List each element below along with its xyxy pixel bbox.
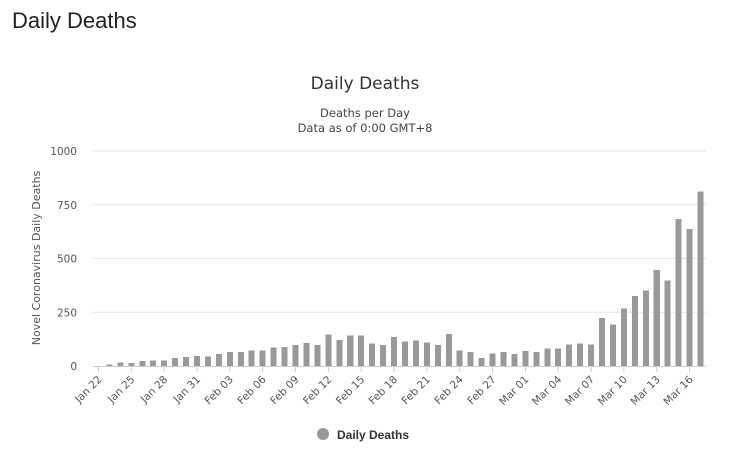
x-tick-label: Mar 13 — [629, 374, 663, 408]
bar[interactable] — [686, 229, 693, 366]
chart-subtitle-line-2: Data as of 0:00 GMT+8 — [298, 121, 433, 135]
y-tick-label: 500 — [57, 254, 77, 266]
bar[interactable] — [401, 341, 408, 366]
bar[interactable] — [588, 344, 595, 366]
x-tick-label: Mar 07 — [563, 374, 597, 408]
bar[interactable] — [248, 350, 255, 366]
bar[interactable] — [161, 360, 168, 366]
bar[interactable] — [456, 350, 463, 366]
bar[interactable] — [511, 353, 518, 366]
bar[interactable] — [620, 308, 627, 366]
bar[interactable] — [642, 290, 649, 366]
y-tick-label: 250 — [57, 307, 77, 319]
bar[interactable] — [697, 191, 704, 366]
bar[interactable] — [577, 343, 584, 366]
page-heading: Daily Deaths — [12, 8, 137, 33]
y-tick-label: 1000 — [50, 146, 77, 158]
bar[interactable] — [358, 335, 365, 366]
legend[interactable]: Daily Deaths — [317, 428, 409, 442]
bar[interactable] — [599, 318, 606, 366]
x-axis-ticks: Jan 22 Jan 25 Jan 28 Jan 31 Feb 03 Feb 06 Feb … — [72, 366, 696, 408]
x-tick-label: Feb 18 — [367, 374, 400, 407]
bar[interactable] — [303, 342, 310, 366]
bar[interactable] — [423, 342, 430, 366]
bar[interactable] — [566, 344, 573, 366]
bar[interactable] — [369, 343, 376, 366]
bar[interactable] — [544, 348, 551, 366]
bar[interactable] — [117, 362, 124, 366]
bar[interactable] — [259, 350, 266, 366]
chart-title: Daily Deaths — [311, 74, 420, 94]
bar[interactable] — [226, 352, 233, 366]
x-tick-label: Feb 21 — [400, 374, 433, 407]
gridlines — [93, 150, 706, 313]
x-tick-label: Jan 28 — [138, 374, 170, 406]
bar[interactable] — [391, 336, 398, 366]
x-tick-label: Mar 16 — [661, 373, 696, 408]
bar[interactable] — [675, 219, 682, 366]
chart-subtitle-line-1: Deaths per Day — [320, 106, 410, 120]
bar[interactable] — [434, 345, 441, 366]
bar[interactable] — [609, 324, 616, 366]
bar[interactable] — [347, 335, 354, 366]
y-tick-label: 750 — [57, 200, 77, 212]
bar[interactable] — [489, 353, 496, 366]
x-tick-label: Feb 24 — [432, 373, 466, 407]
x-tick-label: Feb 15 — [334, 374, 367, 407]
y-axis-ticks: 0 250 500 750 1000 — [50, 146, 77, 373]
bar[interactable] — [183, 356, 190, 366]
bar[interactable] — [204, 356, 211, 366]
bar[interactable] — [631, 295, 638, 366]
bar[interactable] — [281, 346, 288, 366]
bar[interactable] — [128, 362, 135, 366]
bar[interactable] — [533, 352, 540, 366]
bar[interactable] — [555, 348, 562, 366]
y-tick-label: 0 — [70, 361, 77, 373]
x-tick-label: Feb 03 — [203, 374, 236, 407]
x-tick-label: Jan 22 — [72, 374, 104, 406]
bars — [106, 191, 704, 366]
bar[interactable] — [139, 360, 146, 366]
legend-marker-icon[interactable] — [317, 428, 329, 440]
legend-label[interactable]: Daily Deaths — [337, 428, 409, 442]
bar[interactable] — [412, 340, 419, 366]
x-tick-label: Feb 06 — [235, 373, 269, 407]
bar[interactable] — [215, 353, 222, 366]
bar[interactable] — [522, 350, 529, 366]
x-tick-label: Mar 04 — [530, 373, 565, 408]
bar[interactable] — [325, 334, 332, 366]
bar[interactable] — [336, 339, 343, 366]
bar[interactable] — [237, 351, 244, 366]
x-tick-label: Jan 25 — [105, 374, 137, 406]
bar[interactable] — [172, 357, 179, 366]
bar[interactable] — [500, 352, 507, 366]
bar[interactable] — [106, 364, 113, 366]
bar[interactable] — [270, 347, 277, 366]
bar[interactable] — [150, 360, 157, 366]
bar[interactable] — [314, 345, 321, 366]
bar[interactable] — [380, 344, 387, 366]
bar[interactable] — [653, 269, 660, 366]
x-tick-label: Feb 27 — [465, 374, 498, 407]
y-axis-title: Novel Coronavirus Daily Deaths — [30, 170, 43, 345]
x-tick-label: Feb 09 — [268, 374, 301, 407]
bar[interactable] — [292, 345, 299, 366]
bar[interactable] — [467, 352, 474, 366]
bar[interactable] — [193, 356, 200, 366]
x-tick-label: Mar 01 — [497, 374, 531, 408]
bar[interactable] — [664, 280, 671, 366]
x-tick-label: Mar 10 — [596, 374, 630, 408]
bar[interactable] — [445, 333, 452, 366]
x-tick-label: Feb 12 — [301, 374, 334, 407]
x-tick-label: Jan 31 — [171, 374, 203, 406]
bar[interactable] — [478, 358, 485, 366]
